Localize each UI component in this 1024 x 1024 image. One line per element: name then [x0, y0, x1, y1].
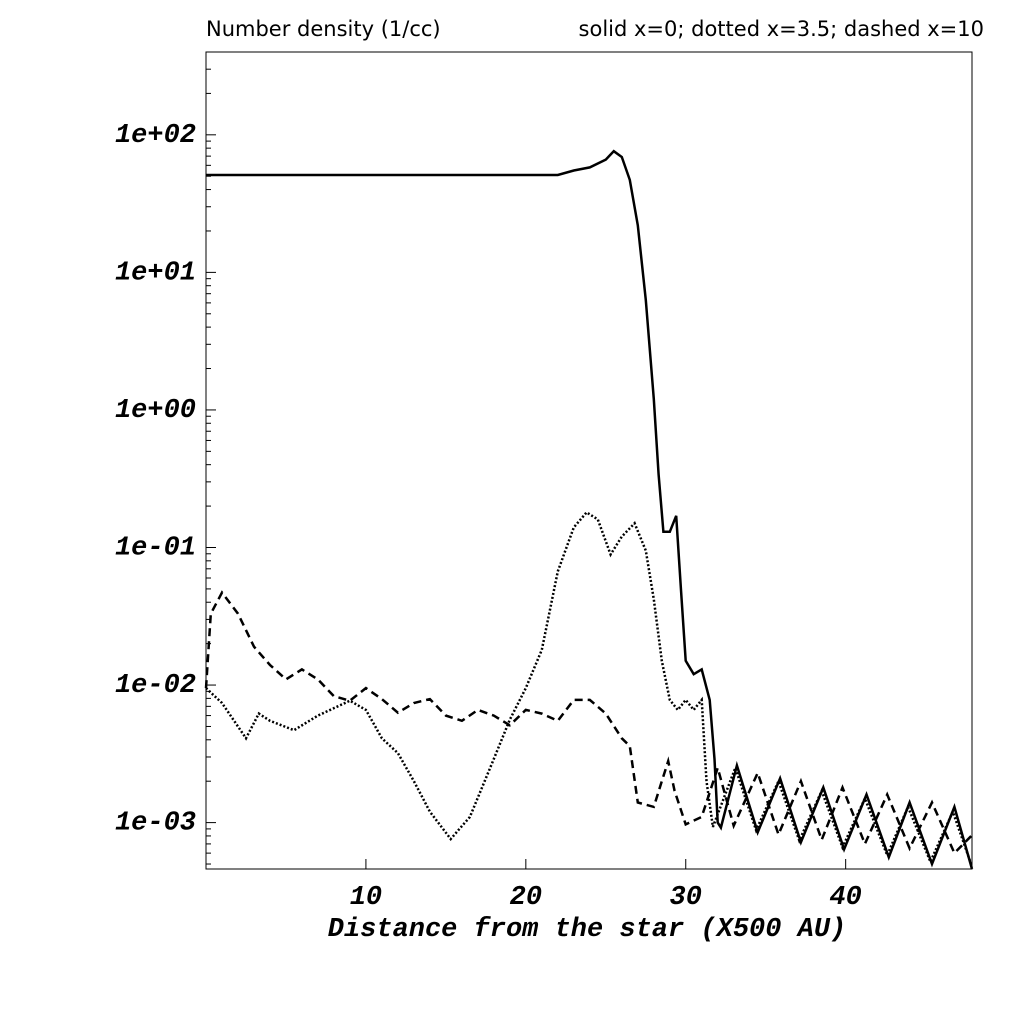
x-tick-label: 10	[350, 883, 382, 913]
y-tick-label: 1e-01	[115, 534, 196, 564]
y-tick-label: 1e+01	[115, 259, 196, 289]
plot-frame	[205, 51, 973, 870]
chart-title: Number density (1/cc)	[206, 17, 441, 41]
x-tick-label: 30	[670, 883, 702, 913]
y-tick-label: 1e-03	[115, 809, 196, 839]
y-tick-label: 1e+00	[115, 396, 196, 426]
x-tick-label: 20	[510, 883, 542, 913]
y-tick-label: 1e-02	[115, 671, 196, 701]
x-axis-label: Distance from the star (X500 AU)	[328, 915, 846, 945]
y-tick-label: 1e+02	[115, 121, 196, 151]
x-tick-label: 40	[829, 883, 861, 913]
series-line	[204, 590, 973, 856]
series-line	[206, 149, 974, 870]
chart-subtitle: solid x=0; dotted x=3.5; dashed x=10	[579, 17, 984, 41]
